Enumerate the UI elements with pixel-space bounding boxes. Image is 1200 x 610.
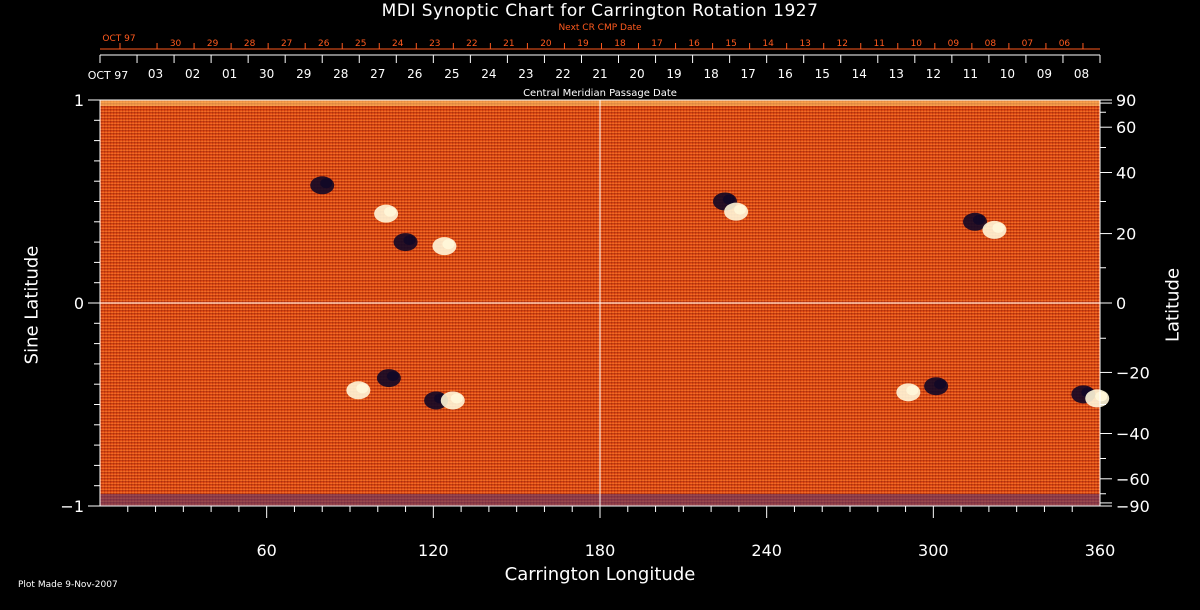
active-region-core — [973, 214, 985, 225]
next-cr-date-label: 21 — [503, 39, 514, 49]
next-cr-date-label: 19 — [577, 39, 589, 49]
next-cr-date-label: 18 — [614, 39, 626, 49]
next-cr-date-label: 07 — [1022, 39, 1033, 49]
active-region-core — [723, 194, 735, 205]
next-cr-date-label: 08 — [985, 39, 997, 49]
cmp-date-label: 25 — [444, 67, 459, 81]
y-left-tick-label: 1 — [74, 91, 84, 110]
next-cr-date-label: 20 — [540, 39, 552, 49]
next-cr-date-label: 16 — [688, 39, 700, 49]
y-right-tick-label: −90 — [1116, 497, 1150, 516]
y-axis-label-right: Latitude — [1162, 267, 1184, 343]
next-cr-date-label: 26 — [318, 39, 330, 49]
y-right-tick-label: −60 — [1116, 470, 1150, 489]
next-cr-date-label: 29 — [207, 39, 219, 49]
x-tick-label: 120 — [418, 541, 449, 560]
chart-title: MDI Synoptic Chart for Carrington Rotati… — [381, 1, 819, 21]
x-axis-label: Carrington Longitude — [504, 564, 696, 585]
next-cr-date-label: 17 — [651, 39, 662, 49]
cmp-date-label: 17 — [741, 67, 756, 81]
active-region-core — [384, 206, 397, 217]
active-region-core — [320, 178, 333, 189]
cmp-date-label: 14 — [852, 67, 867, 81]
y-right-tick-label: 60 — [1116, 118, 1136, 137]
next-cr-date-label: 23 — [429, 39, 440, 49]
cmp-date-label: 15 — [815, 67, 830, 81]
cmp-date-label: 21 — [592, 67, 607, 81]
next-cr-month-label: OCT 97 — [102, 34, 135, 44]
central-meridian-label: Central Meridian Passage Date — [523, 88, 677, 99]
x-tick-label: 180 — [585, 541, 616, 560]
cmp-date-label: 12 — [926, 67, 941, 81]
active-region-core — [450, 393, 463, 404]
active-region-core — [906, 385, 919, 396]
plot-made-note: Plot Made 9-Nov-2007 — [18, 580, 118, 590]
cmp-date-label: 16 — [778, 67, 793, 81]
active-region-core — [403, 235, 416, 246]
next-cr-date-label: 13 — [799, 39, 810, 49]
cmp-date-label: 29 — [296, 67, 311, 81]
cmp-date-label: 03 — [148, 67, 163, 81]
next-cr-date-label: 14 — [762, 39, 774, 49]
next-cr-date-label: 15 — [725, 39, 736, 49]
active-region-core — [992, 222, 1005, 233]
y-right-tick-label: 90 — [1116, 91, 1136, 110]
y-left-tick-label: 0 — [74, 294, 84, 313]
next-cr-date-label: 22 — [466, 39, 477, 49]
next-cr-date-label: 12 — [836, 39, 847, 49]
x-tick-label: 360 — [1085, 541, 1116, 560]
cmp-date-label: 23 — [518, 67, 533, 81]
cmp-date-label: 19 — [666, 67, 681, 81]
cmp-date-label: 28 — [333, 67, 348, 81]
cmp-date-label: 20 — [629, 67, 644, 81]
active-region-core — [356, 383, 369, 394]
cmp-date-label: 08 — [1074, 67, 1089, 81]
cmp-date-label: 09 — [1037, 67, 1052, 81]
active-region-core — [386, 371, 399, 382]
y-right-tick-label: −20 — [1116, 363, 1150, 382]
y-right-tick-label: 20 — [1116, 225, 1136, 244]
next-cr-date-label: 11 — [874, 39, 885, 49]
cmp-date-label: 24 — [481, 67, 496, 81]
next-cr-date-label: 24 — [392, 39, 404, 49]
next-cr-date-label: 25 — [355, 39, 366, 49]
x-tick-label: 60 — [256, 541, 276, 560]
next-cr-date-label: 27 — [281, 39, 292, 49]
active-region-core — [1095, 391, 1108, 402]
cmp-date-label: 11 — [963, 67, 978, 81]
cmp-date-label: 27 — [370, 67, 385, 81]
cmp-date-label: 01 — [222, 67, 237, 81]
active-region-core — [442, 239, 455, 250]
y-right-tick-label: −40 — [1116, 424, 1150, 443]
next-cr-date-label: 28 — [244, 39, 256, 49]
cmp-date-label: 13 — [889, 67, 904, 81]
cmp-date-label: 02 — [185, 67, 200, 81]
next-cr-date-label: 09 — [948, 39, 960, 49]
cmp-date-label: 26 — [407, 67, 422, 81]
y-left-tick-label: −1 — [60, 497, 84, 516]
active-region-core — [934, 379, 947, 390]
y-axis-label-left: Sine Latitude — [21, 245, 43, 365]
cmp-date-label: 22 — [555, 67, 570, 81]
next-cr-cmp-label: Next CR CMP Date — [558, 23, 642, 33]
next-cr-date-label: 06 — [1059, 39, 1071, 49]
y-right-tick-label: 40 — [1116, 164, 1136, 183]
x-tick-label: 240 — [751, 541, 782, 560]
cmp-date-label: 10 — [1000, 67, 1015, 81]
active-region-core — [734, 204, 747, 215]
x-tick-label: 300 — [918, 541, 949, 560]
cmp-date-label: 18 — [703, 67, 718, 81]
next-cr-date-label: 30 — [170, 39, 182, 49]
y-right-tick-label: 0 — [1116, 294, 1126, 313]
cmp-month-label: OCT 97 — [88, 69, 129, 82]
cmp-date-label: 30 — [259, 67, 274, 81]
next-cr-date-label: 10 — [911, 39, 923, 49]
